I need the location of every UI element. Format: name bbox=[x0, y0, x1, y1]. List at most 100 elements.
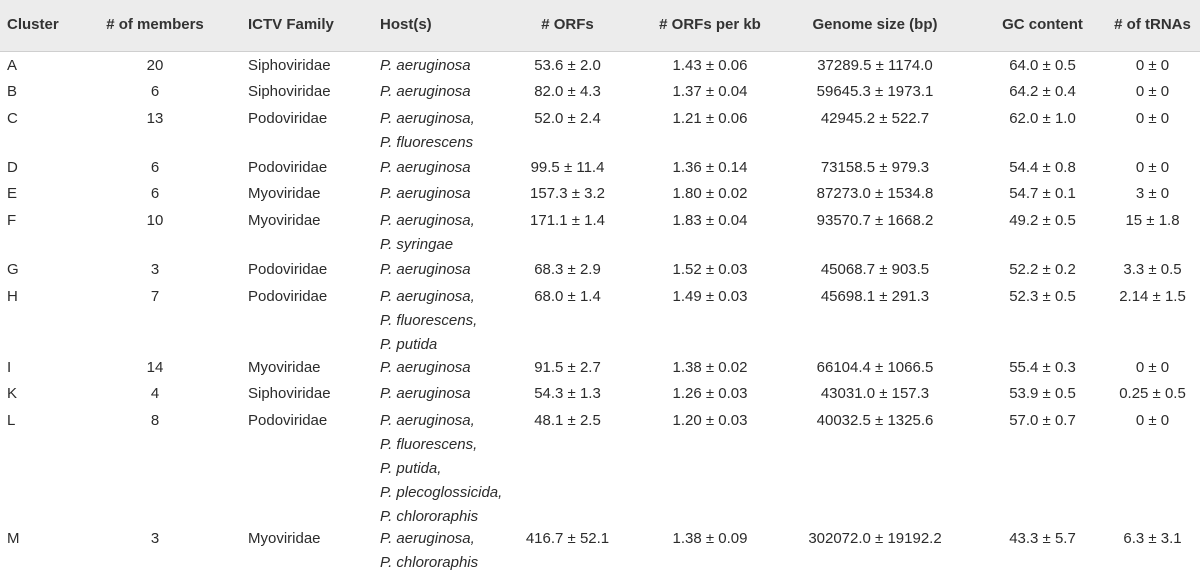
host-name: P. syringae bbox=[380, 236, 454, 253]
host-name: P. putida, bbox=[380, 460, 442, 477]
host-name: P. chlororaphis bbox=[380, 554, 479, 571]
cluster-id: C bbox=[7, 110, 18, 127]
orfs-cell: 53.6 ± 2.0 bbox=[534, 57, 601, 74]
orfs-per-kb-cell: 1.26 ± 0.03 bbox=[672, 385, 748, 402]
host-name: P. plecoglossicida, bbox=[380, 484, 503, 501]
members-cell: 20 bbox=[146, 57, 164, 74]
header-orfs-per-kb: # ORFs per kb bbox=[659, 16, 761, 33]
gc-content-cell: 52.2 ± 0.2 bbox=[1009, 261, 1076, 278]
trnas-cell: 3.3 ± 0.5 bbox=[1123, 261, 1182, 278]
cluster-id: G bbox=[7, 261, 19, 278]
orfs-per-kb-cell: 1.49 ± 0.03 bbox=[672, 288, 748, 305]
family-cell: Podoviridae bbox=[248, 261, 328, 278]
genome-size-cell: 43031.0 ± 157.3 bbox=[820, 385, 930, 402]
genome-size-cell: 42945.2 ± 522.7 bbox=[820, 110, 930, 127]
orfs-cell: 416.7 ± 52.1 bbox=[525, 530, 610, 547]
members-cell: 14 bbox=[146, 359, 164, 376]
family-cell: Podoviridae bbox=[248, 159, 328, 176]
host-name: P. aeruginosa bbox=[380, 83, 471, 100]
header-members: # of members bbox=[106, 16, 204, 33]
header-genome-size: Genome size (bp) bbox=[812, 16, 938, 33]
gc-content-cell: 54.7 ± 0.1 bbox=[1009, 185, 1076, 202]
orfs-cell: 171.1 ± 1.4 bbox=[530, 212, 605, 229]
cluster-id: H bbox=[7, 288, 18, 305]
family-cell: Podoviridae bbox=[248, 110, 328, 127]
table-header-background bbox=[0, 0, 1200, 51]
members-cell: 10 bbox=[146, 212, 164, 229]
orfs-cell: 157.3 ± 3.2 bbox=[530, 185, 605, 202]
orfs-per-kb-cell: 1.38 ± 0.09 bbox=[672, 530, 748, 547]
members-cell: 13 bbox=[146, 110, 164, 127]
gc-content-cell: 64.2 ± 0.4 bbox=[1009, 83, 1076, 100]
genome-size-cell: 40032.5 ± 1325.6 bbox=[816, 412, 934, 429]
host-name: P. aeruginosa bbox=[380, 385, 471, 402]
family-cell: Podoviridae bbox=[248, 412, 328, 429]
orfs-cell: 68.3 ± 2.9 bbox=[534, 261, 601, 278]
host-name: P. aeruginosa, bbox=[380, 412, 475, 429]
cluster-id: B bbox=[7, 83, 18, 100]
orfs-cell: 54.3 ± 1.3 bbox=[534, 385, 601, 402]
cluster-id: M bbox=[7, 530, 20, 547]
header-family: ICTV Family bbox=[248, 16, 334, 33]
cluster-id: K bbox=[7, 385, 18, 402]
trnas-cell: 0 ± 0 bbox=[1135, 57, 1170, 74]
host-name: P. aeruginosa bbox=[380, 359, 471, 376]
family-cell: Siphoviridae bbox=[248, 385, 331, 402]
family-cell: Myoviridae bbox=[248, 359, 321, 376]
orfs-cell: 91.5 ± 2.7 bbox=[534, 359, 601, 376]
family-cell: Myoviridae bbox=[248, 212, 321, 229]
members-cell: 6 bbox=[150, 159, 160, 176]
host-name: P. aeruginosa, bbox=[380, 110, 475, 127]
genome-size-cell: 66104.4 ± 1066.5 bbox=[816, 359, 934, 376]
host-name: P. aeruginosa, bbox=[380, 530, 475, 547]
trnas-cell: 0 ± 0 bbox=[1135, 159, 1170, 176]
orfs-per-kb-cell: 1.80 ± 0.02 bbox=[672, 185, 748, 202]
orfs-per-kb-cell: 1.83 ± 0.04 bbox=[672, 212, 748, 229]
members-cell: 3 bbox=[150, 261, 160, 278]
trnas-cell: 0 ± 0 bbox=[1135, 412, 1170, 429]
genome-size-cell: 302072.0 ± 19192.2 bbox=[808, 530, 942, 547]
host-name: P. fluorescens, bbox=[380, 436, 478, 453]
trnas-cell: 0.25 ± 0.5 bbox=[1119, 385, 1186, 402]
family-cell: Siphoviridae bbox=[248, 83, 331, 100]
host-name: P. aeruginosa bbox=[380, 261, 471, 278]
family-cell: Siphoviridae bbox=[248, 57, 331, 74]
host-name: P. aeruginosa, bbox=[380, 212, 475, 229]
gc-content-cell: 43.3 ± 5.7 bbox=[1009, 530, 1076, 547]
header-orfs: # ORFs bbox=[541, 16, 594, 33]
genome-size-cell: 59645.3 ± 1973.1 bbox=[816, 83, 934, 100]
gc-content-cell: 57.0 ± 0.7 bbox=[1009, 412, 1076, 429]
orfs-cell: 52.0 ± 2.4 bbox=[534, 110, 601, 127]
orfs-cell: 48.1 ± 2.5 bbox=[534, 412, 601, 429]
genome-size-cell: 45068.7 ± 903.5 bbox=[820, 261, 930, 278]
orfs-per-kb-cell: 1.36 ± 0.14 bbox=[672, 159, 748, 176]
orfs-per-kb-cell: 1.20 ± 0.03 bbox=[672, 412, 748, 429]
orfs-per-kb-cell: 1.43 ± 0.06 bbox=[672, 57, 748, 74]
trnas-cell: 3 ± 0 bbox=[1135, 185, 1170, 202]
genome-size-cell: 45698.1 ± 291.3 bbox=[820, 288, 930, 305]
genome-size-cell: 73158.5 ± 979.3 bbox=[820, 159, 930, 176]
host-name: P. aeruginosa, bbox=[380, 288, 475, 305]
trnas-cell: 2.14 ± 1.5 bbox=[1119, 288, 1186, 305]
gc-content-cell: 64.0 ± 0.5 bbox=[1009, 57, 1076, 74]
members-cell: 8 bbox=[150, 412, 160, 429]
orfs-cell: 99.5 ± 11.4 bbox=[530, 159, 605, 176]
host-name: P. aeruginosa bbox=[380, 57, 471, 74]
trnas-cell: 6.3 ± 3.1 bbox=[1123, 530, 1182, 547]
gc-content-cell: 62.0 ± 1.0 bbox=[1009, 110, 1076, 127]
header-trnas: # of tRNAs bbox=[1114, 16, 1191, 33]
host-name: P. putida bbox=[380, 336, 438, 353]
orfs-cell: 82.0 ± 4.3 bbox=[534, 83, 601, 100]
orfs-per-kb-cell: 1.37 ± 0.04 bbox=[672, 83, 748, 100]
cluster-id: I bbox=[7, 359, 12, 376]
header-gc-content: GC content bbox=[1002, 16, 1083, 33]
gc-content-cell: 54.4 ± 0.8 bbox=[1009, 159, 1076, 176]
host-name: P. fluorescens, bbox=[380, 312, 478, 329]
host-name: P. aeruginosa bbox=[380, 185, 471, 202]
header-hosts: Host(s) bbox=[380, 16, 432, 33]
cluster-id: E bbox=[7, 185, 18, 202]
trnas-cell: 0 ± 0 bbox=[1135, 110, 1170, 127]
family-cell: Myoviridae bbox=[248, 530, 321, 547]
orfs-per-kb-cell: 1.52 ± 0.03 bbox=[672, 261, 748, 278]
